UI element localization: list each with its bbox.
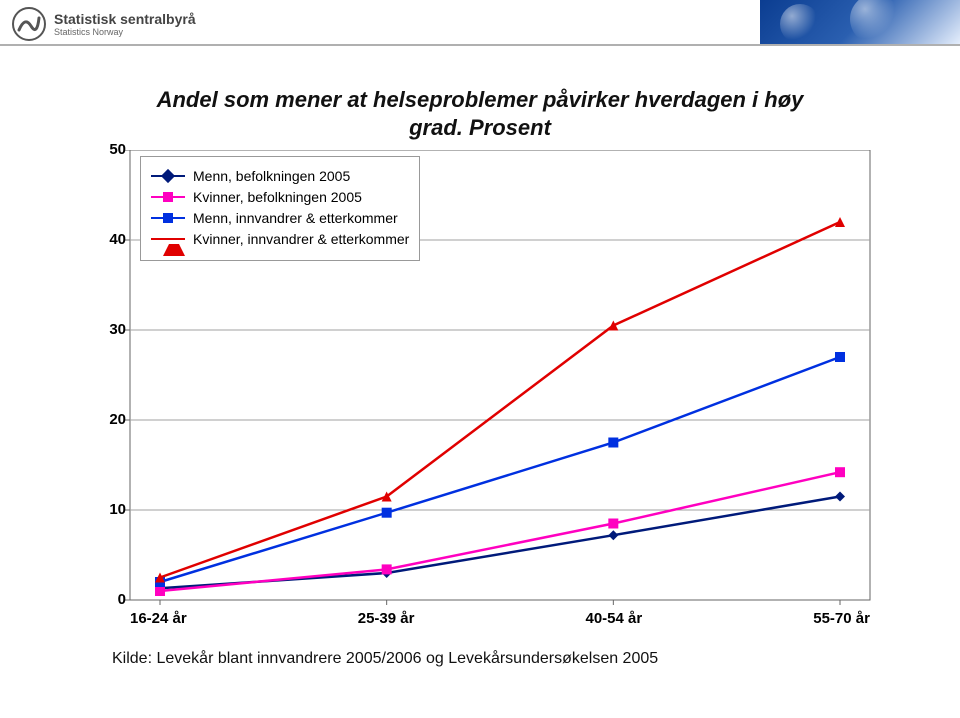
chart: Menn, befolkningen 2005 Kvinner, befolkn… [90,150,890,645]
x-tick-label: 40-54 år [586,610,643,627]
x-axis-labels: 16-24 år 25-39 år 40-54 år 55-70 år [130,610,870,627]
legend-item: Kvinner, innvandrer & etterkommer [151,231,409,247]
legend: Menn, befolkningen 2005 Kvinner, befolkn… [140,156,420,261]
hero-image [760,0,960,44]
legend-label: Menn, innvandrer & etterkommer [193,210,398,226]
legend-label: Menn, befolkningen 2005 [193,168,350,184]
legend-label: Kvinner, innvandrer & etterkommer [193,231,409,247]
y-tick-label: 10 [100,501,126,518]
y-tick-label: 20 [100,411,126,428]
y-tick-label: 50 [100,141,126,158]
org-name-en: Statistics Norway [54,28,196,37]
legend-label: Kvinner, befolkningen 2005 [193,189,362,205]
source-text: Kilde: Levekår blant innvandrere 2005/20… [112,650,658,668]
x-tick-label: 25-39 år [358,610,415,627]
header-divider [0,44,960,46]
legend-item: Menn, befolkningen 2005 [151,168,409,184]
x-tick-label: 16-24 år [130,610,187,627]
org-name-no: Statistisk sentralbyrå [54,12,196,26]
x-tick-label: 55-70 år [813,610,870,627]
y-tick-label: 40 [100,231,126,248]
y-tick-label: 30 [100,321,126,338]
legend-item: Menn, innvandrer & etterkommer [151,210,409,226]
y-tick-label: 0 [100,591,126,608]
legend-item: Kvinner, befolkningen 2005 [151,189,409,205]
logo-icon [12,7,46,41]
chart-title: Andel som mener at helseproblemer påvirk… [0,86,960,141]
org-name: Statistisk sentralbyrå Statistics Norway [54,12,196,37]
